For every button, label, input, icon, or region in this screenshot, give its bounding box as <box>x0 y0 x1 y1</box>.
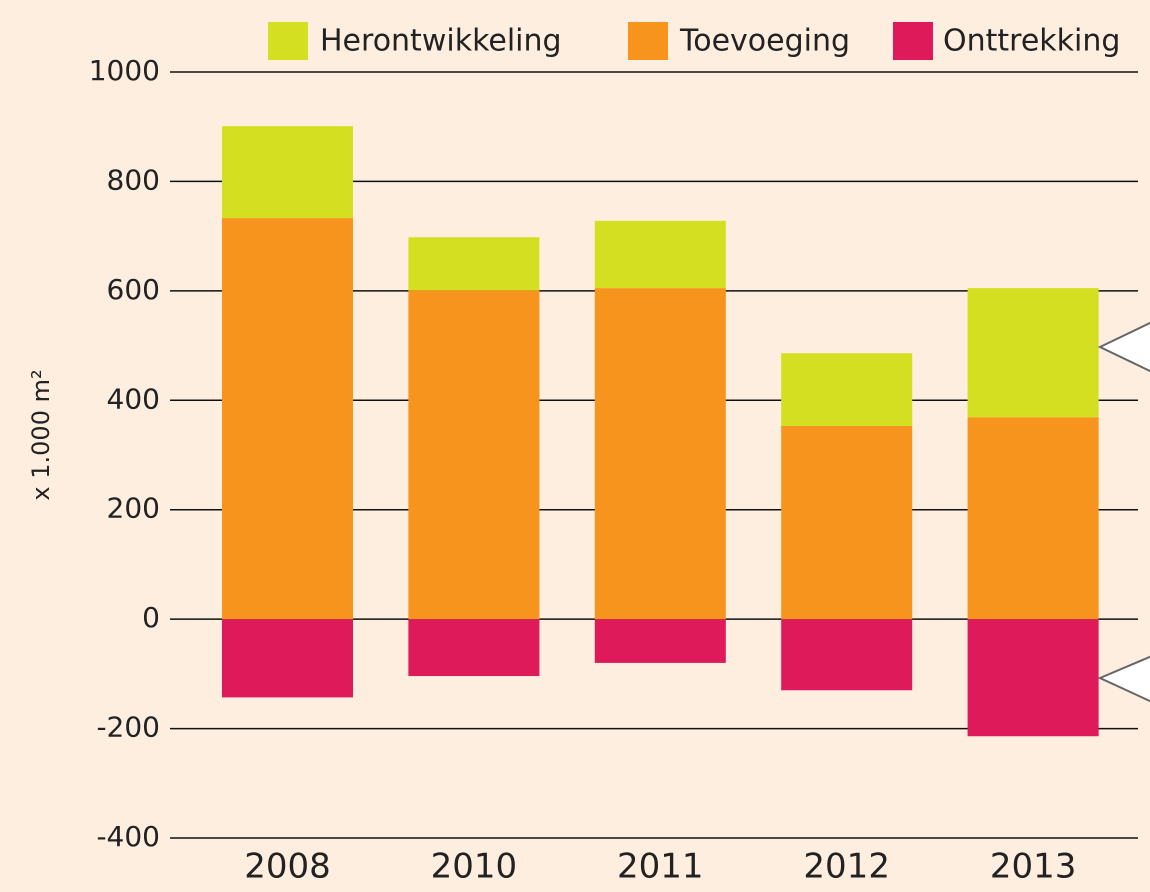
y-tick-label: 0 <box>142 601 160 634</box>
y-tick-label: -400 <box>96 820 160 853</box>
x-tick-label: 2012 <box>803 847 890 887</box>
bar-segment <box>967 619 1099 737</box>
y-tick-label: 200 <box>107 492 160 525</box>
bar-segment <box>967 417 1099 620</box>
legend-swatch <box>268 22 308 60</box>
callout-pointer <box>1097 655 1150 703</box>
x-tick-label: 2013 <box>990 847 1077 887</box>
bar-segment <box>408 237 540 291</box>
bar-segment <box>221 126 354 219</box>
bar-segment <box>221 218 354 620</box>
y-tick-label: 800 <box>107 163 160 196</box>
legend-label: Herontwikkeling <box>320 24 562 59</box>
y-axis-label: x 1.000 m² <box>27 369 55 500</box>
bar-segment <box>408 290 540 620</box>
legend-swatch <box>893 22 933 60</box>
legend-label: Onttrekking <box>943 24 1120 59</box>
bar-segment <box>594 288 726 620</box>
y-tick-label: 1000 <box>89 54 160 87</box>
y-tick-label: -200 <box>96 711 160 744</box>
bar-segment <box>967 288 1099 418</box>
y-tick-label: 400 <box>107 382 160 415</box>
bar-segment <box>781 619 913 691</box>
bar-segment <box>594 220 726 289</box>
y-tick-label: 600 <box>107 273 160 306</box>
x-tick-label: 2008 <box>244 847 331 887</box>
bar-segment <box>594 619 726 663</box>
legend-label: Toevoeging <box>679 24 850 59</box>
bar-segment <box>781 353 913 427</box>
legend-swatch <box>628 22 668 60</box>
bar-segment <box>781 426 913 620</box>
bar-segment <box>408 619 540 677</box>
x-tick-label: 2010 <box>431 847 518 887</box>
bar-segment <box>221 619 354 698</box>
callout-pointer <box>1097 321 1150 373</box>
x-tick-label: 2011 <box>617 847 704 887</box>
